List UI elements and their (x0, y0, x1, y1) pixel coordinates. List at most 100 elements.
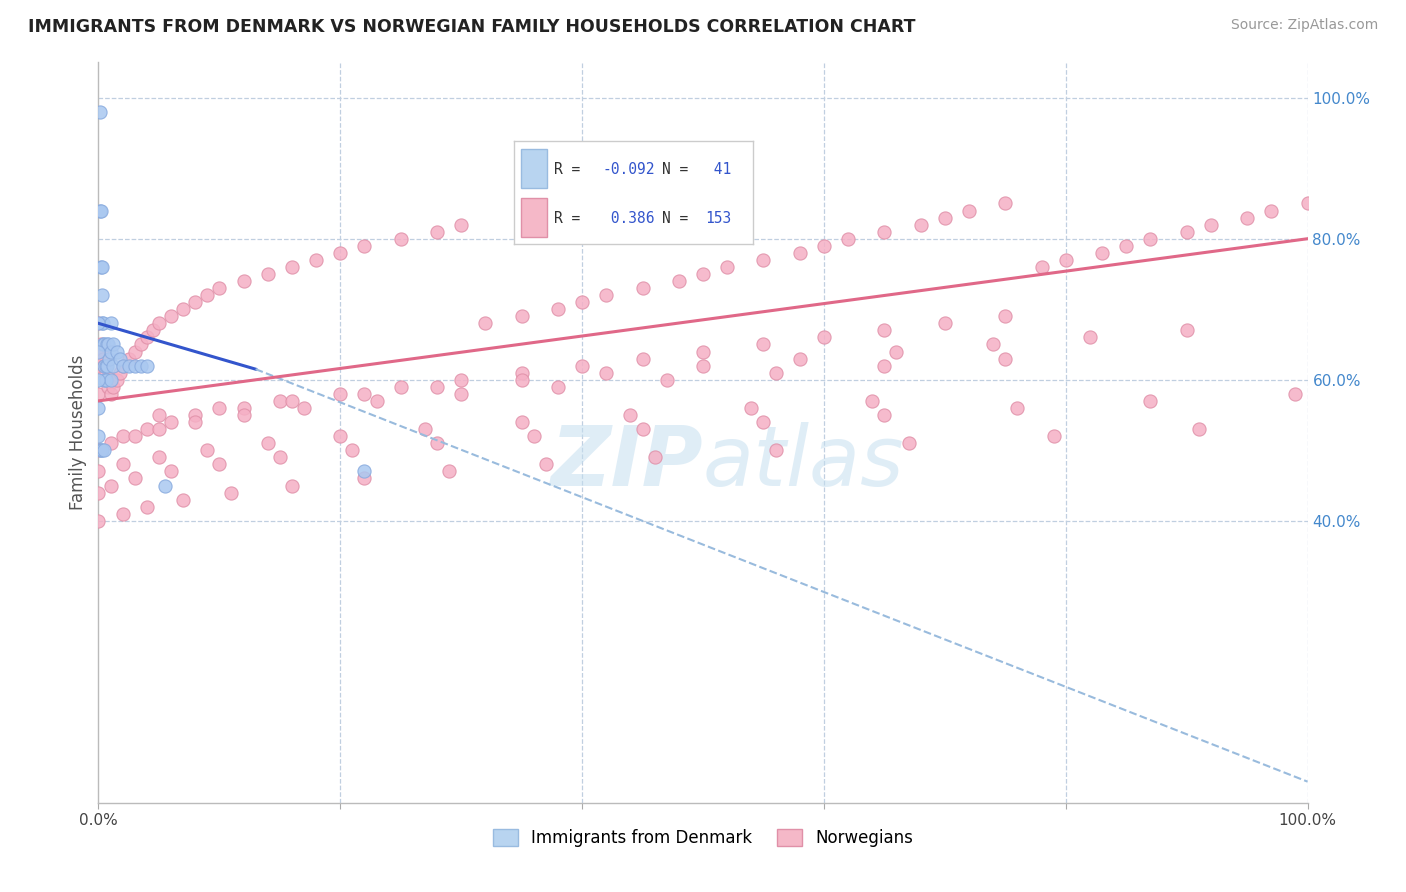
Point (813, 239, 835, 253)
Point (118, 351, 141, 366)
Point (93, 443, 115, 458)
Point (426, 436, 449, 450)
Point (1199, 218, 1222, 232)
Point (105, 373, 128, 387)
Point (94, 373, 117, 387)
Point (195, 288, 218, 302)
Point (256, 436, 278, 450)
Point (1175, 323, 1198, 337)
Point (91, 344, 114, 359)
Point (87, 401, 110, 415)
Point (329, 429, 352, 443)
Point (91, 316, 114, 330)
Point (281, 478, 304, 492)
Text: R =: R = (554, 211, 589, 227)
Point (94, 359, 117, 373)
Point (353, 464, 375, 478)
Point (1175, 225, 1198, 239)
Point (366, 393, 388, 408)
Point (752, 252, 775, 267)
Text: 153: 153 (706, 211, 731, 227)
Point (873, 323, 896, 337)
Point (765, 443, 787, 458)
Point (595, 366, 617, 380)
Point (655, 373, 678, 387)
Point (111, 458, 134, 472)
Point (1296, 196, 1319, 211)
Point (208, 281, 231, 295)
Point (329, 245, 352, 260)
Point (692, 359, 714, 373)
Point (93, 359, 115, 373)
Point (450, 373, 472, 387)
Point (87, 464, 110, 478)
Point (89, 443, 111, 458)
Point (631, 281, 654, 295)
Point (547, 302, 569, 317)
Bar (520, 198, 547, 237)
Point (100, 373, 122, 387)
Point (100, 344, 122, 359)
Point (96, 359, 118, 373)
Point (87, 316, 110, 330)
Point (426, 380, 449, 394)
Point (631, 422, 654, 436)
Point (292, 401, 315, 415)
Point (1139, 232, 1161, 246)
Point (716, 260, 738, 274)
Point (98, 351, 121, 366)
Point (153, 478, 176, 492)
Point (523, 429, 546, 443)
Point (1078, 330, 1101, 344)
Point (135, 359, 157, 373)
Point (96, 373, 118, 387)
Point (765, 366, 787, 380)
Point (87, 344, 110, 359)
Point (957, 203, 980, 218)
Point (90, 203, 112, 218)
Point (474, 316, 496, 330)
Point (668, 274, 690, 288)
Point (389, 380, 412, 394)
Point (91, 337, 114, 351)
Point (437, 464, 460, 478)
Text: atlas: atlas (703, 422, 904, 503)
Point (789, 245, 811, 260)
Point (148, 316, 170, 330)
Point (89, 203, 111, 218)
Point (1031, 260, 1053, 274)
Point (281, 260, 304, 274)
Bar (520, 149, 547, 187)
Point (93, 359, 115, 373)
Point (108, 366, 131, 380)
Point (148, 422, 170, 436)
Point (97, 337, 120, 351)
Point (1260, 203, 1282, 218)
Point (1236, 211, 1258, 225)
Point (184, 415, 207, 429)
Point (353, 387, 375, 401)
Point (97, 380, 120, 394)
Point (886, 344, 908, 359)
Point (87, 429, 110, 443)
Point (108, 351, 131, 366)
Point (232, 274, 254, 288)
Point (1091, 245, 1114, 260)
Point (1007, 401, 1029, 415)
Point (135, 330, 157, 344)
Point (101, 359, 124, 373)
Point (142, 323, 165, 337)
Point (269, 393, 291, 408)
Point (101, 337, 124, 351)
Point (619, 408, 641, 422)
Point (510, 415, 533, 429)
Point (353, 239, 375, 253)
Point (873, 225, 896, 239)
Point (873, 359, 896, 373)
Y-axis label: Family Households: Family Households (69, 355, 87, 510)
Point (184, 295, 207, 310)
Point (910, 218, 932, 232)
Point (752, 415, 775, 429)
Point (100, 316, 122, 330)
Point (1042, 429, 1064, 443)
